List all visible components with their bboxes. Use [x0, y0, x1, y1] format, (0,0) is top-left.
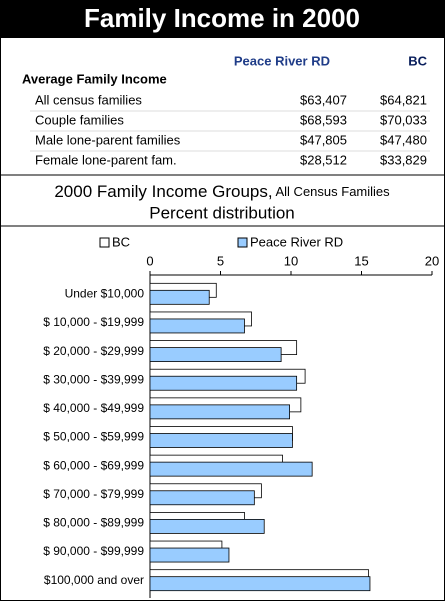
legend-label: BC [112, 234, 130, 249]
y-tick-label: $ 10,000 - $19,999 [43, 315, 144, 329]
bar [149, 461, 313, 477]
x-tick-label: 15 [354, 253, 368, 268]
cell-value: $47,480 [380, 132, 427, 147]
x-tick-label: 20 [425, 253, 439, 268]
y-tick-label: $ 60,000 - $69,999 [43, 458, 144, 472]
row-label: All census families [35, 92, 142, 107]
row-label: Male lone-parent families [35, 132, 181, 147]
legend-swatch [99, 237, 110, 248]
row-label: Female lone-parent fam. [35, 152, 177, 167]
chart-subtitle: Percent distribution [149, 203, 295, 222]
legend-label: Peace River RD [250, 234, 343, 249]
bar [149, 433, 293, 448]
section-label: Average Family Income [22, 71, 167, 86]
chart-title-note: All Census Families [276, 184, 391, 199]
bar [149, 375, 298, 391]
cell-value: $28,512 [300, 152, 347, 167]
bar [149, 318, 245, 334]
cell-value: $47,805 [300, 132, 347, 147]
bar [149, 547, 230, 563]
y-tick-label: $100,000 and over [44, 573, 144, 587]
x-tick-label: 10 [284, 253, 298, 268]
y-tick-label: $ 20,000 - $29,999 [43, 344, 144, 358]
y-tick-label: $ 30,000 - $39,999 [43, 372, 144, 386]
cell-value: $70,033 [380, 112, 427, 127]
bar [149, 519, 265, 534]
x-tick-label: 5 [217, 253, 224, 268]
title-bar [0, 0, 445, 38]
y-tick-label: $ 50,000 - $59,999 [43, 430, 144, 444]
cell-value: $68,593 [300, 112, 347, 127]
y-tick-label: $ 80,000 - $89,999 [43, 516, 144, 530]
cell-value: $33,829 [380, 152, 427, 167]
cell-value: $63,407 [300, 92, 347, 107]
page-title: Family Income in 2000 [84, 3, 360, 33]
y-tick-label: Under $10,000 [65, 286, 145, 300]
bar [149, 347, 282, 362]
chart-title: 2000 Family Income Groups, All Census Fa… [54, 182, 390, 201]
bar [149, 289, 210, 305]
column-header: Peace River RD [234, 53, 330, 68]
legend-swatch [237, 237, 248, 248]
row-label: Couple families [35, 112, 124, 127]
y-tick-label: $ 40,000 - $49,999 [43, 401, 144, 415]
bar [149, 404, 290, 420]
chart-title-main: 2000 Family Income Groups, [54, 182, 272, 201]
x-tick-label: 0 [146, 253, 153, 268]
bar [149, 576, 371, 592]
cell-value: $64,821 [380, 92, 427, 107]
column-header: BC [408, 53, 427, 68]
bar [149, 490, 255, 506]
y-tick-label: $ 70,000 - $79,999 [43, 487, 144, 501]
y-tick-label: $ 90,000 - $99,999 [43, 544, 144, 558]
